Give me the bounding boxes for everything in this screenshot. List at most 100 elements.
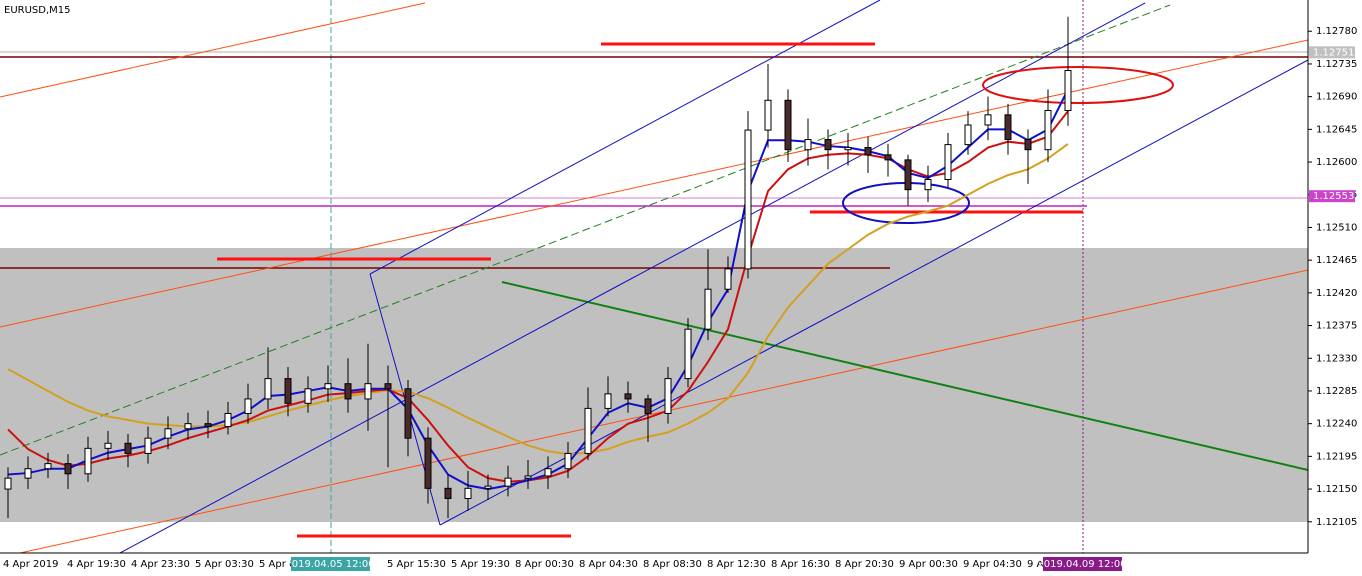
candle-body — [184, 423, 192, 430]
y-tick-label: 1.12240 — [1316, 419, 1357, 430]
candle-body — [564, 452, 572, 470]
y-tick-label: 1.12285 — [1316, 386, 1357, 397]
candle-body — [1044, 109, 1052, 151]
trend-line — [501, 281, 1308, 471]
trend-line — [0, 2, 426, 98]
x-ticks: 4 Apr 2019 4 Apr 19:30 4 Apr 23:30 5 Apr… — [3, 559, 1086, 570]
candle-body — [944, 144, 952, 180]
candle-body — [484, 485, 492, 489]
x-tick-label: 4 Apr 23:30 — [131, 559, 190, 570]
candle-body — [764, 99, 772, 131]
ellipse — [982, 66, 1174, 104]
y-tick-label: 1.12150 — [1316, 484, 1357, 495]
candle-body — [204, 423, 212, 428]
candle-body — [744, 129, 752, 270]
cursor-label-box — [291, 557, 370, 571]
candle-body — [244, 398, 252, 414]
candle-body — [704, 288, 712, 330]
candle-body — [864, 147, 872, 156]
price-label-box — [1309, 190, 1355, 203]
candle-body — [824, 139, 832, 151]
candle-body — [324, 383, 332, 390]
candle-body — [964, 124, 972, 146]
x-tick-label: 9 Apr 04:30 — [963, 559, 1022, 570]
candle-body — [444, 487, 452, 499]
candle-body — [984, 114, 992, 126]
y-tick-label: 1.12420 — [1316, 288, 1357, 299]
y-tick-label: 1.12465 — [1316, 255, 1357, 266]
y-tick-label: 1.12330 — [1316, 353, 1357, 364]
candle-body — [24, 468, 32, 479]
x-tick-label: 4 Apr 19:30 — [67, 559, 126, 570]
candle-body — [724, 268, 732, 290]
candle-body — [144, 437, 152, 454]
x-tick-label: 8 Apr 04:30 — [579, 559, 638, 570]
candle-body — [524, 475, 532, 479]
candle-body — [224, 412, 232, 428]
y-tick-label: 1.12375 — [1316, 321, 1357, 332]
candle-body — [404, 388, 412, 439]
candle-body — [664, 378, 672, 414]
candle-body — [44, 463, 52, 470]
candle-body — [304, 388, 312, 404]
candle-body — [924, 178, 932, 191]
y-tick-label: 1.12195 — [1316, 451, 1357, 462]
price-label-box — [1309, 46, 1355, 59]
price-label: 1.12553 — [1313, 191, 1354, 202]
x-tick-label: 8 Apr 16:30 — [771, 559, 830, 570]
series — [4, 16, 1072, 519]
candle-body — [84, 447, 92, 475]
x-tick-label: 9 Apr 00:30 — [899, 559, 958, 570]
drawing-objects — [0, 0, 1308, 553]
candle-body — [124, 442, 132, 454]
cursor-label-box — [1043, 557, 1122, 571]
candle-body — [624, 393, 632, 400]
candle-body — [1064, 69, 1072, 111]
chart-title: EURUSD,M15 — [4, 5, 70, 16]
candle-body — [804, 139, 812, 151]
trend-line — [0, 4, 1171, 456]
candle-body — [344, 383, 352, 400]
candle-body — [284, 378, 292, 404]
x-tick-label: 8 Apr 20:30 — [835, 559, 894, 570]
x-tick-label: 8 Apr 00:30 — [515, 559, 574, 570]
candle-body — [104, 442, 112, 449]
candle-body — [644, 398, 652, 414]
x-tick-label: 8 Apr 08:30 — [643, 559, 702, 570]
candle-body — [584, 407, 592, 454]
y-tick-label: 1.12105 — [1316, 517, 1357, 528]
x-tick-label: 5 Apr 03:30 — [195, 559, 254, 570]
channel-line — [369, 0, 881, 275]
candle-body — [684, 328, 692, 380]
trend-line — [0, 39, 1308, 328]
candle-body — [784, 99, 792, 151]
y-tick-label: 1.12780 — [1316, 26, 1357, 37]
candle-body — [64, 463, 72, 475]
x-tick-label: 5 Apr 07:30 — [259, 559, 318, 570]
candle-body — [504, 477, 512, 487]
x-tick-label: 4 Apr 2019 — [3, 559, 58, 570]
candle-body — [264, 378, 272, 400]
price-label: 1.12751 — [1313, 47, 1354, 58]
x-tick-label: 5 Apr 19:30 — [451, 559, 510, 570]
y-tick-label: 1.12600 — [1316, 157, 1357, 168]
x-tick-label: 8 Apr 12:30 — [707, 559, 766, 570]
zone — [0, 248, 1308, 522]
candle-body — [384, 383, 392, 390]
candle-body — [424, 437, 432, 489]
candle-body — [4, 477, 12, 490]
candle-body — [364, 383, 372, 400]
candle-body — [1024, 139, 1032, 151]
y-tick-label: 1.12510 — [1316, 222, 1357, 233]
y-tick-label: 1.12690 — [1316, 92, 1357, 103]
candle-body — [464, 487, 472, 499]
cursor-label: 2019.04.05 12:00 — [285, 559, 374, 570]
candle-body — [904, 159, 912, 191]
channel-line — [119, 2, 1146, 553]
candle-body — [884, 154, 892, 161]
candle-body — [164, 428, 172, 439]
candle-body — [604, 393, 612, 409]
candle-body — [1004, 114, 1012, 141]
cursor-label: 2019.04.09 12:00 — [1037, 559, 1126, 570]
